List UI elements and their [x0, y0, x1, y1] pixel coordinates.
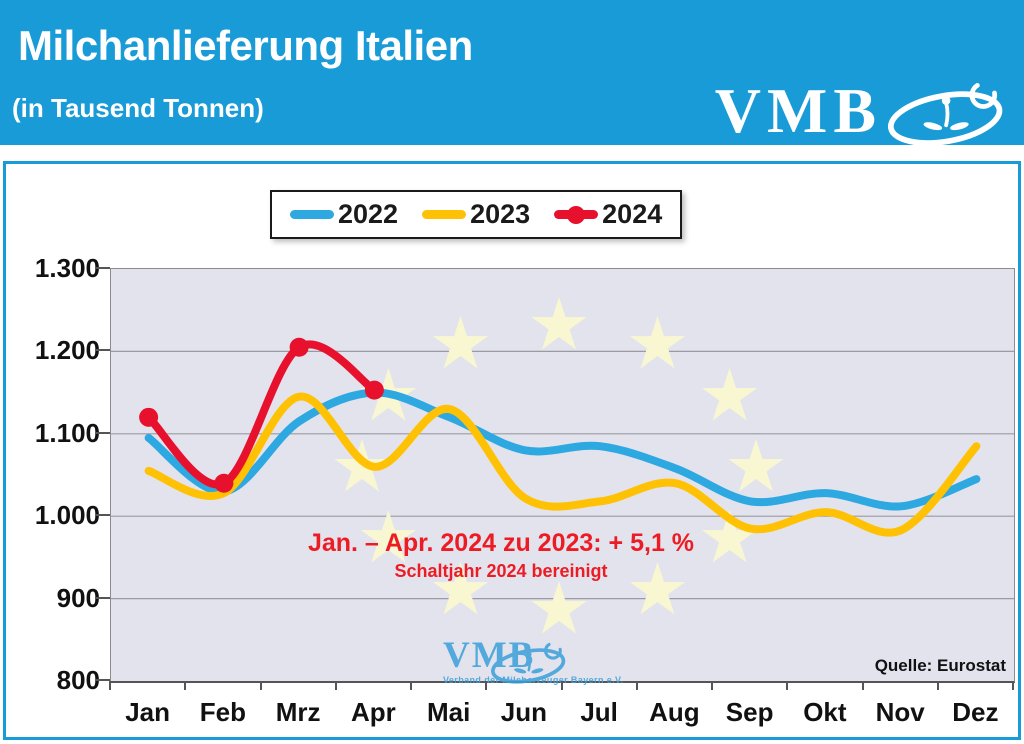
eu-star-icon — [432, 316, 489, 369]
legend-swatch-2023 — [422, 210, 467, 219]
x-tick-label: Jun — [500, 697, 547, 727]
x-tick-mark — [410, 681, 412, 690]
x-tick-mark — [861, 681, 864, 690]
x-tick-label: Sep — [725, 697, 774, 727]
annotation: Jan. – Apr. 2024 zu 2023: + 5,1 % Schalt… — [271, 529, 731, 582]
eu-star-icon — [629, 316, 686, 369]
eu-star-icon — [531, 581, 587, 634]
eu-star-icon — [702, 510, 758, 563]
legend-label-2024: 2024 — [602, 199, 663, 229]
x-tick-label: Okt — [803, 697, 847, 727]
eu-star-icon — [702, 368, 758, 421]
x-tick-label: Mrz — [275, 697, 321, 727]
x-tick-mark — [259, 681, 262, 690]
y-tick-label: 1.200 — [34, 335, 100, 366]
x-tick-mark — [560, 681, 563, 690]
legend-item-2024: 2024 — [554, 199, 662, 230]
page-subtitle: (in Tausend Tonnen) — [12, 93, 264, 123]
series-line-2024 — [144, 340, 379, 489]
page-title: Milchanlieferung Italien — [18, 22, 473, 69]
source-label: Quelle: Eurostat — [874, 656, 1006, 675]
x-tick-label: Apr — [350, 697, 396, 727]
y-tick-label: 1.100 — [34, 417, 100, 448]
x-tick-mark — [184, 681, 187, 690]
y-tick-mark — [96, 349, 110, 352]
annotation-line2: Schaltjahr 2024 bereinigt — [394, 561, 608, 581]
x-tick-mark — [786, 681, 789, 690]
eu-star-icon — [531, 297, 587, 350]
eu-star-icon — [728, 439, 784, 492]
x-tick-label: Mai — [426, 697, 471, 727]
vmb-watermark-text: VMB — [443, 635, 536, 676]
y-tick-mark — [96, 267, 110, 269]
eu-stars-watermark — [334, 297, 784, 634]
series-line-2023 — [144, 392, 981, 537]
y-tick-mark — [96, 431, 110, 434]
legend-item-2023: 2023 — [422, 199, 530, 230]
y-tick-label: 900 — [56, 582, 100, 613]
vmb-logo: VMB — [715, 74, 1012, 148]
x-tick-mark — [936, 681, 939, 690]
data-point-2024 — [139, 407, 159, 427]
series-line-2022 — [144, 388, 981, 511]
x-tick-mark — [711, 681, 713, 690]
data-point-2024 — [214, 473, 234, 493]
x-tick-label: Feb — [199, 697, 246, 727]
y-tick-mark — [96, 514, 110, 517]
x-tick-label: Dez — [952, 697, 999, 727]
vmb-watermark-swirl-icon — [491, 642, 566, 684]
legend-item-2022: 2022 — [290, 199, 398, 230]
data-point-2024 — [364, 380, 384, 400]
x-tick-mark — [334, 681, 337, 690]
annotation-line1: Jan. – Apr. 2024 zu 2023: + 5,1 % — [307, 529, 695, 557]
legend-label-2022: 2022 — [338, 199, 399, 229]
x-tick-label: Jan — [125, 697, 171, 727]
x-tick-mark — [1012, 681, 1014, 690]
y-tick-label: 1.000 — [34, 500, 100, 531]
y-tick-label: 800 — [56, 665, 100, 695]
vmb-logo-text: VMB — [714, 75, 882, 146]
data-point-2024 — [289, 337, 309, 357]
x-tick-mark — [485, 681, 488, 690]
x-tick-label: Jul — [580, 697, 618, 727]
vmb-watermark: VMB Verband der Milcherzeuger Bayern e.V… — [443, 635, 623, 685]
plot-area: Jan. – Apr. 2024 zu 2023: + 5,1 % Schalt… — [110, 268, 1015, 685]
y-tick-mark — [96, 596, 110, 599]
legend-swatch-2024 — [554, 205, 599, 224]
x-tick-label: Aug — [649, 697, 700, 727]
x-tick-mark — [109, 681, 111, 690]
legend-swatch-2022 — [290, 210, 334, 219]
chart-legend: 2022 2023 2024 — [270, 190, 683, 239]
eu-star-icon — [432, 562, 489, 615]
eu-star-icon — [629, 562, 686, 615]
header: Milchanlieferung Italien (in Tausend Ton… — [0, 0, 1024, 148]
eu-star-icon — [360, 510, 416, 563]
y-tick-mark — [96, 679, 110, 681]
x-tick-label: Nov — [875, 697, 925, 727]
legend-label-2023: 2023 — [470, 199, 531, 229]
vmb-swirl-icon — [887, 83, 1003, 146]
y-tick-label: 1.300 — [34, 253, 100, 283]
x-tick-mark — [635, 681, 638, 690]
chart-canvas — [111, 297, 1014, 634]
